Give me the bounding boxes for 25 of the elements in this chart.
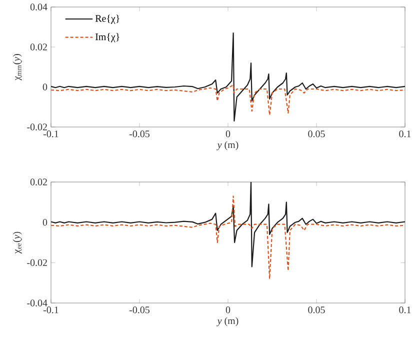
x-tick-label: 0: [226, 130, 230, 138]
y-tick-label: 0.02: [30, 178, 47, 186]
y-tick-label: -0.02: [27, 124, 47, 130]
y-tick-label: 0: [42, 84, 48, 90]
x-tick-label: 0.1: [399, 306, 411, 314]
x-tick-label: -0.1: [43, 130, 58, 138]
legend-label: Re{χ}: [95, 14, 120, 24]
x-tick-label: 0.05: [308, 306, 325, 314]
y-tick-label: -0.02: [27, 259, 47, 266]
x-tick-label: 0.05: [308, 130, 325, 138]
y-tick-label: 0.04: [30, 4, 48, 10]
legend-label: Im{χ}: [95, 33, 120, 42]
y-tick-label: 0: [42, 218, 48, 226]
y-tick-label: 0.02: [30, 44, 47, 50]
line-series: [51, 84, 406, 116]
x-tick-label: 0: [226, 306, 230, 314]
x-axis-title: y (m): [216, 317, 238, 326]
x-tick-label: 0.1: [399, 130, 411, 138]
line-series: [51, 32, 406, 122]
line-series: [51, 182, 406, 268]
x-tick-label: -0.05: [130, 130, 150, 138]
y-tick-label: -0.04: [27, 300, 48, 306]
x-tick-label: -0.1: [43, 306, 58, 314]
x-tick-label: -0.05: [130, 306, 150, 314]
x-axis-title: y (m): [216, 141, 238, 150]
